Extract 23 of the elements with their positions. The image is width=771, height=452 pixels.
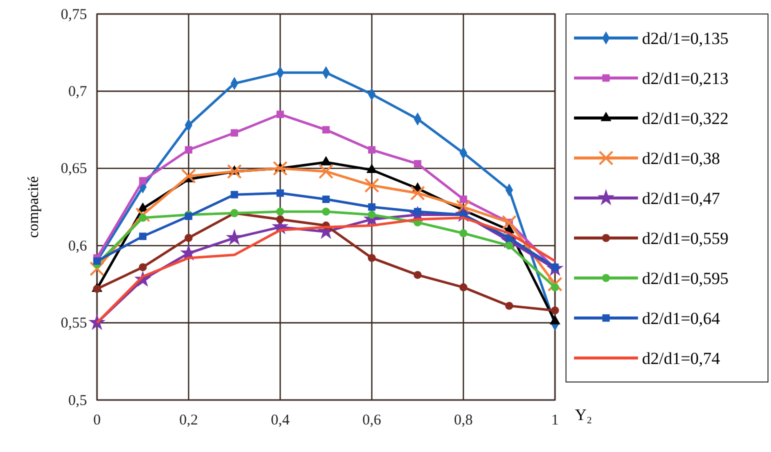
y-tick-label: 0,55 bbox=[60, 316, 87, 332]
x-tick-label: 0,4 bbox=[270, 412, 290, 429]
legend-label: d2/d1=0,47 bbox=[642, 189, 721, 208]
y-tick-label: 0,6 bbox=[68, 238, 88, 254]
legend-label: d2/d1=0,213 bbox=[642, 69, 729, 88]
x-tick-label: 0,2 bbox=[179, 412, 198, 429]
x-tick-label: 0,6 bbox=[362, 412, 382, 429]
y-tick-label: 0,7 bbox=[68, 84, 88, 100]
y-tick-label: 0,65 bbox=[60, 161, 87, 178]
x-tick-label: 1 bbox=[551, 412, 559, 429]
legend-label: d2/d1=0,322 bbox=[642, 109, 729, 128]
legend-label: d2d/1=0,135 bbox=[642, 29, 729, 48]
x-tick-label: 0,8 bbox=[454, 412, 473, 429]
legend-label: d2/d1=0,74 bbox=[642, 349, 721, 368]
legend-label: d2/d1=0,64 bbox=[642, 309, 721, 328]
y-tick-label: 0,5 bbox=[68, 392, 87, 409]
y-axis-title: compacité bbox=[26, 176, 42, 238]
legend-label: d2/d1=0,595 bbox=[642, 269, 729, 288]
legend-label: d2/d1=0,559 bbox=[642, 229, 729, 248]
legend-label: d2/d1=0,38 bbox=[642, 149, 720, 168]
x-tick-label: 0 bbox=[93, 412, 101, 429]
y-tick-label: 0,75 bbox=[60, 6, 87, 23]
x-axis-title: Y₂ bbox=[575, 407, 592, 424]
